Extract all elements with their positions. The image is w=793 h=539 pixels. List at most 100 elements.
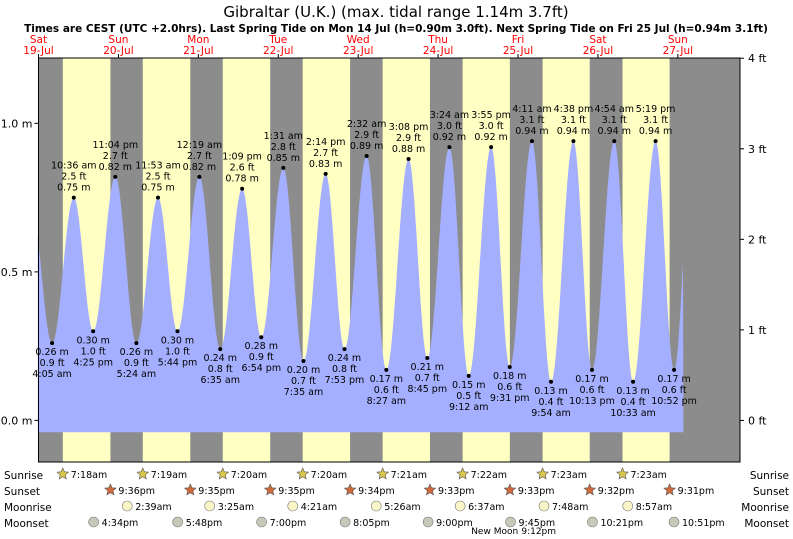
high-tide-metres: 0.92 m [474,132,507,143]
date-label: 26-Jul [583,45,613,57]
moonrise-icon [622,500,634,512]
high-tide-metres: 0.92 m [433,132,466,143]
low-tide-feet: 0.5 ft [456,391,481,402]
day-of-week-label: Sun [108,34,128,46]
low-tide-time: 9:12 am [449,402,488,413]
low-tide-point [507,364,512,369]
low-tide-feet: 1.0 ft [81,346,106,357]
low-tide-point [631,379,636,384]
day-of-week-label: Sat [30,34,47,46]
date-label: 22-Jul [263,45,293,57]
right-tick-label: 0 ft [748,414,767,427]
high-tide-time: 11:04 pm [92,140,138,151]
moonset-icon [422,516,434,528]
low-tide-point [590,367,595,372]
high-tide-point [489,145,494,150]
low-tide-metres: 0.15 m [452,380,485,391]
moonrise-time: 8:57am [636,502,672,513]
sunset-time: 9:31pm [678,486,715,497]
moonset-icon [587,516,598,528]
high-tide-feet: 3.0 ft [479,121,504,132]
moonrise-icon [454,500,466,512]
day-of-week-label: Sun [668,34,688,46]
high-tide-time: 10:36 am [51,161,96,172]
high-tide-time: 3:55 pm [471,110,511,121]
low-tide-point [672,367,677,372]
low-tide-point [548,379,553,384]
low-tide-time: 8:27 am [367,396,406,407]
right-tick-label: 1 ft [748,324,767,337]
low-tide-time: 4:25 pm [73,357,113,368]
day-of-week-label: Sat [589,34,606,46]
high-tide-point [364,154,369,159]
row-label-right: Moonrise [741,502,789,514]
low-tide-time: 9:54 am [531,408,570,419]
high-tide-point [447,145,452,150]
high-tide-metres: 0.89 m [350,141,383,152]
low-tide-time: 8:45 pm [407,384,447,395]
moonset-time: 4:34pm [102,518,139,529]
row-label-left: Moonrise [4,502,52,514]
sunrise-icon [456,467,470,480]
moonrise-time: 7:48am [552,502,588,513]
moonset-icon [256,516,267,528]
sunrise-icon [616,467,629,480]
sunrise-time: 7:19am [151,470,187,481]
low-tide-feet: 0.9 ft [249,352,274,363]
low-tide-feet: 0.8 ft [208,364,233,375]
low-tide-metres: 0.20 m [287,365,320,376]
high-tide-feet: 2.8 ft [271,142,296,153]
high-tide-feet: 2.5 ft [61,172,86,183]
low-tide-metres: 0.13 m [616,386,649,397]
sunset-icon [183,483,197,496]
low-tide-feet: 0.6 ft [662,385,687,396]
low-tide-feet: 0.4 ft [621,397,646,408]
low-tide-feet: 0.6 ft [497,382,522,393]
sunset-time: 9:33pm [438,486,475,497]
low-tide-point [301,359,306,363]
high-tide-feet: 2.9 ft [354,130,379,141]
low-tide-feet: 0.9 ft [124,358,149,369]
low-tide-metres: 0.30 m [76,335,109,346]
high-tide-time: 5:19 pm [636,104,676,115]
high-tide-time: 4:11 am [512,104,551,115]
high-tide-time: 3:24 am [430,110,469,121]
low-tide-metres: 0.18 m [493,371,526,382]
high-tide-feet: 2.5 ft [145,172,170,183]
high-tide-feet: 2.9 ft [396,133,421,144]
low-tide-metres: 0.21 m [411,362,444,373]
low-tide-point [466,373,471,378]
low-tide-time: 10:52 pm [651,396,697,407]
high-tide-metres: 0.88 m [392,144,425,155]
moonset-icon [339,516,351,528]
moonset-icon [505,516,516,528]
low-tide-point [175,329,180,334]
high-tide-time: 2:14 pm [306,137,346,148]
low-tide-feet: 0.6 ft [579,385,604,396]
sunset-icon [103,483,117,496]
high-tide-metres: 0.82 m [99,162,132,173]
sunrise-icon [136,467,150,480]
low-tide-point [218,347,223,352]
low-tide-point [384,367,389,372]
new-moon-label: New Moon [471,527,518,537]
low-tide-time: 7:53 pm [325,375,365,386]
low-tide-time: 10:13 pm [569,396,615,407]
moonrise-time: 2:39am [135,502,171,513]
date-label: 21-Jul [183,45,213,57]
row-label-right: Sunrise [750,470,789,482]
high-tide-metres: 0.82 m [183,162,216,173]
day-of-week-label: Wed [347,34,370,46]
sunset-icon [583,483,597,496]
moonrise-time: 3:25am [218,502,254,513]
low-tide-time: 6:35 am [201,375,240,386]
high-tide-feet: 3.0 ft [437,121,462,132]
moonset-time: 9:00pm [436,518,473,529]
high-tide-metres: 0.94 m [639,126,672,137]
sunrise-icon [216,467,230,480]
moonset-time: 7:00pm [270,518,307,529]
low-tide-point [425,356,430,361]
moonrise-icon [204,500,216,512]
right-tick-label: 3 ft [748,143,767,156]
sunset-icon [423,483,437,496]
